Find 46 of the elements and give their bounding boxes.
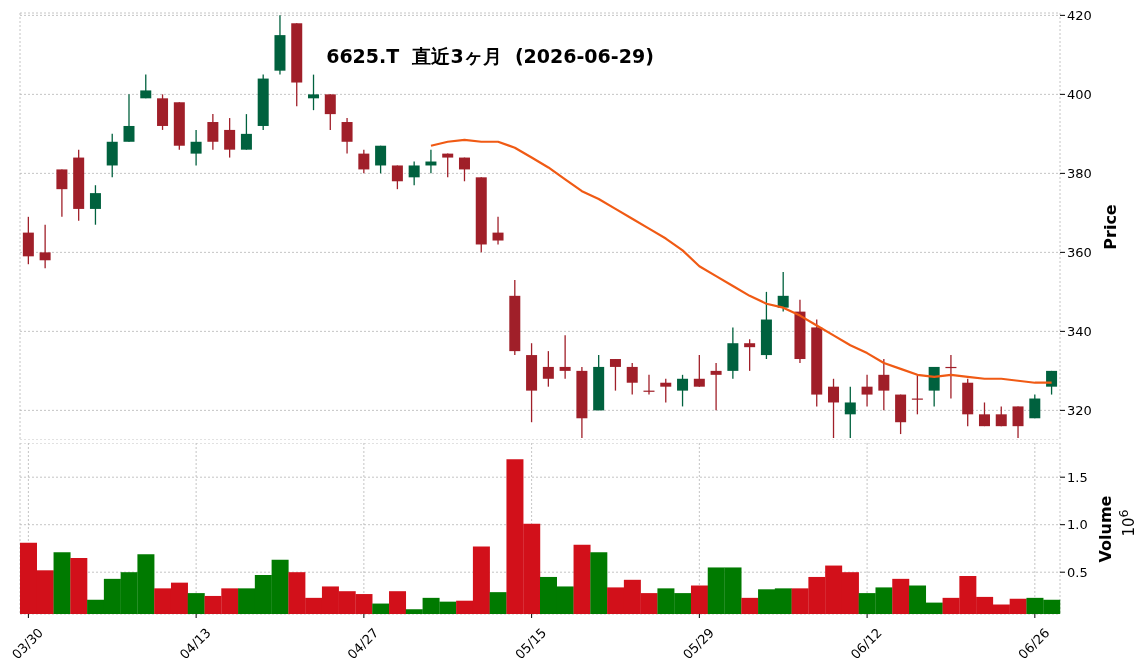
candlestick	[190, 129, 202, 167]
text: 6625.T 直近3ヶ月 (2026-06-29)	[326, 44, 654, 68]
candlestick	[828, 378, 840, 439]
candlestick	[559, 334, 571, 380]
candlestick	[324, 93, 336, 131]
candlestick	[56, 168, 68, 218]
candlestick	[693, 354, 705, 388]
y-tick-label: 320	[1067, 402, 1092, 418]
candlestick	[224, 117, 236, 159]
candlestick	[391, 164, 403, 190]
y-tick-label: 1.0	[1067, 517, 1088, 533]
candlestick	[1012, 405, 1024, 439]
candlestick	[207, 113, 219, 151]
candlestick	[677, 374, 689, 408]
candlestick	[777, 271, 789, 313]
y-tick-label: 400	[1067, 86, 1092, 102]
y-axis-title: Volume	[1095, 495, 1115, 562]
y-tick-label: 380	[1067, 165, 1092, 181]
candlestick	[609, 358, 621, 392]
candlestick	[626, 362, 638, 396]
candlestick	[844, 386, 856, 439]
candlestick	[928, 366, 940, 408]
candlestick	[744, 338, 756, 372]
y-tick-label: 0.5	[1067, 564, 1088, 580]
y-axis-title: Price	[1100, 203, 1120, 250]
candlestick	[492, 216, 504, 246]
y-tick-label: 340	[1067, 323, 1092, 339]
candlestick	[408, 160, 420, 186]
y-tick-label: 1.5	[1067, 469, 1088, 485]
candlestick	[123, 93, 135, 143]
candlestick	[375, 145, 387, 175]
candlestick	[660, 378, 672, 404]
candlestick	[542, 350, 554, 388]
y-tick-label: 420	[1067, 7, 1092, 23]
candlestick	[710, 362, 722, 412]
y-tick-label: 360	[1067, 244, 1092, 260]
candlestick	[358, 149, 370, 175]
candlestick	[878, 358, 890, 412]
candlestick	[89, 184, 101, 226]
candlestick	[22, 216, 34, 265]
candlestick	[861, 374, 873, 408]
candlestick	[39, 224, 51, 269]
candlestick	[341, 117, 353, 155]
candlestick	[106, 133, 118, 178]
candlestick	[308, 73, 320, 111]
candlestick	[240, 113, 252, 151]
